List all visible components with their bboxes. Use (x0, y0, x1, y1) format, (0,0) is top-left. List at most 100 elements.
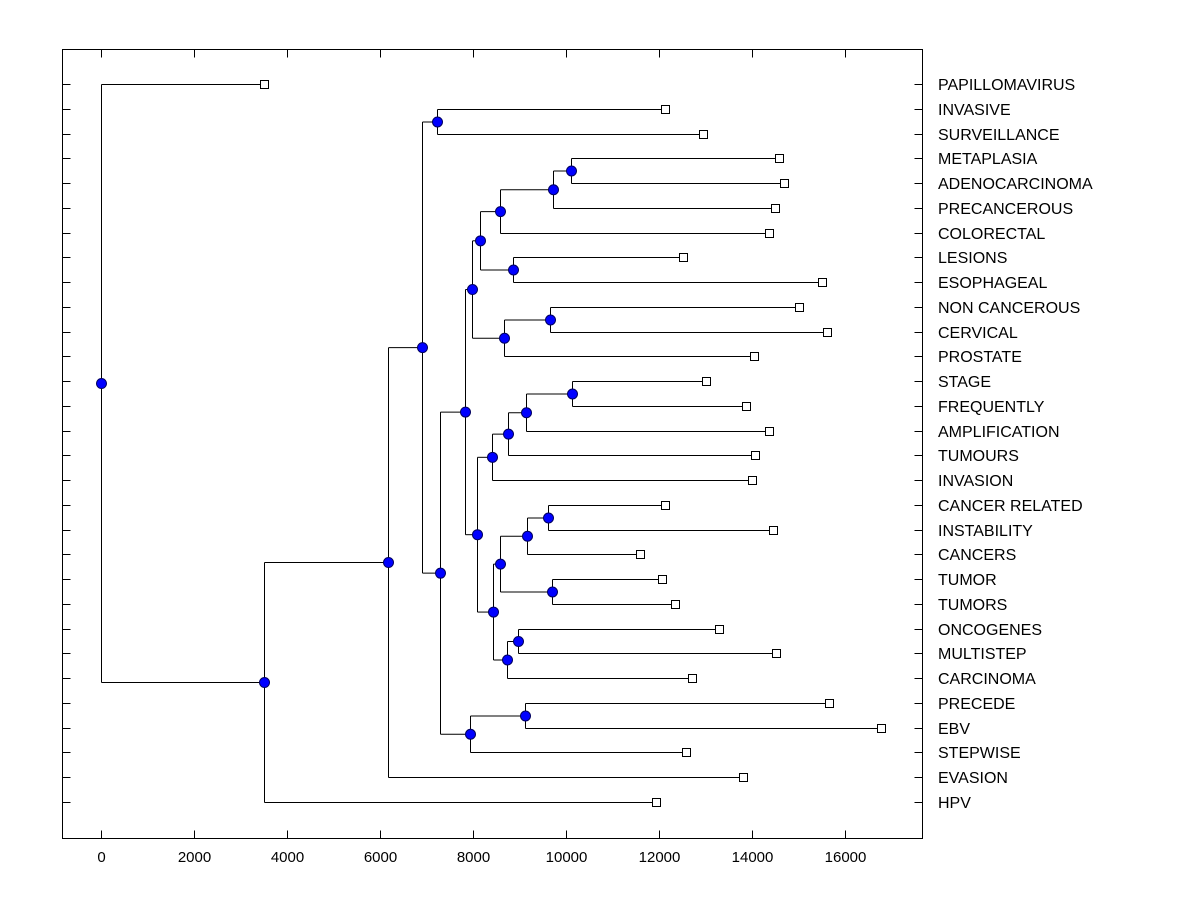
leaf-marker (825, 699, 834, 708)
leaf-label: SURVEILLANCE (938, 127, 1060, 144)
node-marker (520, 710, 531, 722)
tree-marks (96, 80, 886, 807)
leaf-label: METAPLASIA (938, 151, 1038, 168)
leaf-label: INSTABILITY (938, 523, 1033, 540)
leaf-label: CERVICAL (938, 325, 1018, 342)
leaf-marker (661, 501, 670, 510)
leaf-marker (652, 798, 661, 807)
leaf-marker (771, 204, 780, 213)
node-marker (96, 378, 107, 390)
leaf-label: INVASIVE (938, 102, 1011, 119)
leaf-label: EVASION (938, 770, 1008, 787)
leaf-label: TUMOURS (938, 448, 1019, 465)
leaf-label: PAPILLOMAVIRUS (938, 77, 1075, 94)
node-marker (467, 284, 478, 296)
leaf-label: STEPWISE (938, 745, 1021, 762)
node-marker (499, 332, 510, 344)
node-marker (465, 728, 476, 740)
node-marker (521, 407, 532, 419)
leaf-marker (688, 674, 697, 683)
leaf-marker (715, 625, 724, 634)
tree-edges (101, 84, 882, 803)
node-marker (545, 314, 556, 326)
leaf-label: CARCINOMA (938, 671, 1036, 688)
leaf-marker (661, 105, 670, 114)
leaf-marker (658, 575, 667, 584)
leaf-marker (742, 402, 751, 411)
leaf-label: COLORECTAL (938, 226, 1045, 243)
x-tick-label: 6000 (364, 849, 397, 866)
leaf-labels: PAPILLOMAVIRUS INVASIVE SURVEILLANCE METAPL… (938, 77, 1093, 812)
node-marker (472, 529, 483, 541)
leaf-label: ESOPHAGEAL (938, 275, 1047, 292)
node-marker (513, 636, 524, 647)
leaf-marker (772, 649, 781, 658)
leaf-marker (699, 130, 708, 139)
leaf-marker (679, 253, 688, 262)
node-marker (567, 388, 578, 400)
leaf-label: PROSTATE (938, 349, 1022, 366)
leaf-marker (780, 179, 789, 188)
x-tick-label: 14000 (732, 849, 774, 866)
leaf-label: TUMOR (938, 572, 997, 589)
leaf-label: STAGE (938, 374, 991, 391)
plot-frame (62, 49, 923, 839)
leaf-marker (260, 80, 269, 89)
node-marker (475, 235, 486, 247)
leaf-label: CANCERS (938, 547, 1016, 564)
node-marker (487, 451, 498, 463)
leaf-marker (765, 427, 774, 436)
node-marker (566, 165, 577, 177)
node-marker (547, 586, 558, 598)
node-marker (502, 654, 513, 666)
leaf-label: AMPLIFICATION (938, 424, 1060, 441)
leaf-label: INVASION (938, 473, 1013, 490)
leaf-marker (748, 476, 757, 485)
leaf-marker (671, 600, 680, 609)
leaf-label: LESIONS (938, 250, 1007, 267)
x-tick-label: 2000 (178, 849, 211, 866)
leaf-marker (739, 773, 748, 782)
node-marker (488, 606, 499, 618)
leaf-marker (750, 352, 759, 361)
leaf-label: ONCOGENES (938, 622, 1042, 639)
leaf-label: PRECEDE (938, 696, 1015, 713)
x-tick-label: 10000 (546, 849, 588, 866)
leaf-label: NON CANCEROUS (938, 300, 1080, 317)
leaf-label: FREQUENTLY (938, 399, 1045, 416)
node-marker (508, 264, 519, 276)
node-marker (460, 406, 471, 418)
x-tick-label: 8000 (457, 849, 490, 866)
leaf-marker (775, 154, 784, 163)
leaf-marker (682, 748, 691, 757)
node-marker (383, 557, 394, 569)
leaf-label: PRECANCEROUS (938, 201, 1073, 218)
leaf-marker (765, 229, 774, 238)
leaf-label: CANCER RELATED (938, 498, 1083, 515)
leaf-label: ADENOCARCINOMA (938, 176, 1093, 193)
leaf-label: TUMORS (938, 597, 1007, 614)
leaf-marker (702, 377, 711, 386)
x-tick-label: 4000 (271, 849, 304, 866)
x-tick-label: 12000 (639, 849, 681, 866)
leaf-marker (818, 278, 827, 287)
node-marker (522, 530, 533, 542)
node-marker (548, 184, 559, 196)
x-tick-label: 16000 (825, 849, 867, 866)
leaf-marker (877, 724, 886, 733)
node-marker (543, 512, 554, 524)
leaf-marker (751, 451, 760, 460)
leaf-marker (823, 328, 832, 337)
node-marker (495, 206, 506, 218)
x-axis-tick-labels: 0 2000 4000 6000 8000 10000 12000 14000 16000 (97, 849, 866, 866)
node-marker (417, 342, 428, 354)
node-marker (432, 116, 443, 128)
leaf-label: EBV (938, 721, 970, 738)
leaf-label: HPV (938, 795, 971, 812)
leaf-label: MULTISTEP (938, 646, 1027, 663)
node-marker (495, 558, 506, 570)
node-marker (503, 428, 514, 440)
axis-ticks (62, 49, 923, 839)
node-marker (259, 677, 270, 689)
